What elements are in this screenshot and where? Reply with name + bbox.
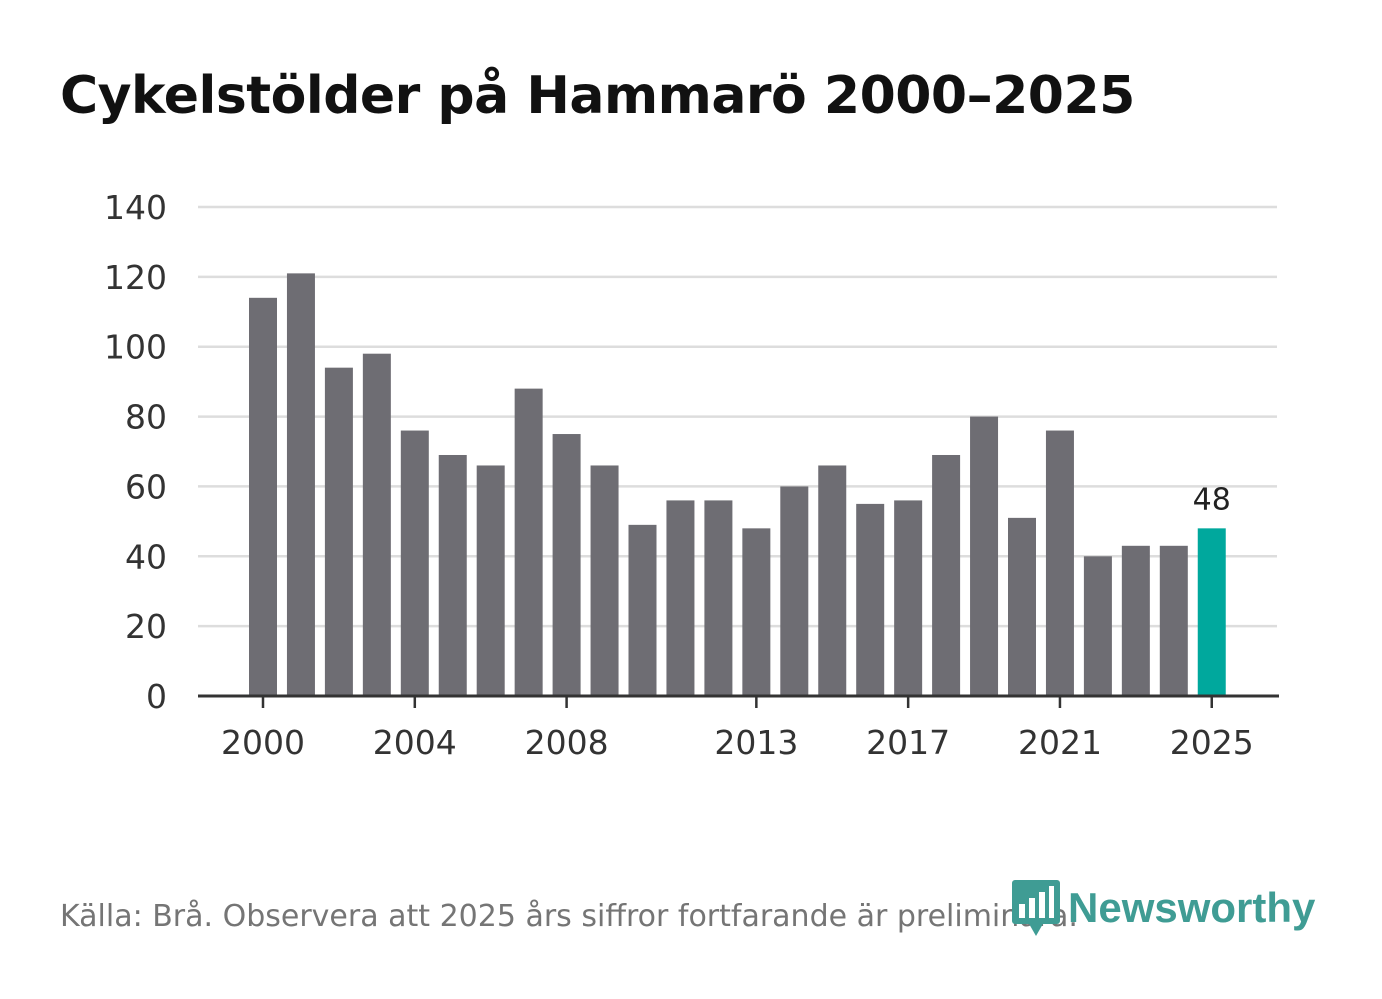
bar-2015 [818,465,847,696]
bar-2006 [476,465,505,696]
y-tick-label: 40 [125,537,167,576]
bar-2017 [894,500,923,696]
bar-2019 [970,416,999,696]
x-tick-label: 2017 [866,723,950,762]
bar-2007 [514,388,543,696]
bar-2003 [362,353,391,696]
bar-chart-speech-bubble-icon [1012,880,1060,936]
bars [249,273,1226,696]
bar-2018 [932,454,961,696]
bar-2009 [590,465,619,696]
bar-2012 [704,500,733,696]
logo-wordmark: Newsworthy [1068,884,1316,931]
bar-2001 [286,273,315,696]
data-labels: 48 [1193,482,1231,517]
x-tick-label: 2025 [1170,723,1254,762]
newsworthy-logo: Newsworthy [1010,878,1315,938]
x-tick-label: 2000 [221,723,305,762]
x-tick-label: 2004 [373,723,457,762]
x-tick-label: 2008 [525,723,609,762]
bar-2023 [1121,545,1150,696]
y-tick-label: 60 [125,467,167,506]
bar-2004 [400,430,429,696]
bar-2011 [666,500,695,696]
bar-2024 [1159,545,1188,696]
y-tick-label: 100 [104,328,167,367]
bar-2008 [552,434,581,696]
y-tick-label: 20 [125,607,167,646]
bar-2025 [1197,528,1226,696]
bar-2000 [249,297,277,696]
y-tick-label: 140 [104,188,167,227]
bar-2021 [1045,430,1074,696]
y-tick-label: 120 [104,258,167,297]
bar-2014 [780,486,809,696]
bar-2022 [1083,556,1112,696]
data-label: 48 [1193,482,1231,517]
x-tick-label: 2013 [714,723,798,762]
bar-2013 [742,528,771,696]
grid-lines [198,205,1277,628]
bar-2010 [628,524,657,696]
y-tick-label: 0 [146,677,167,716]
bar-2005 [438,454,467,696]
source-note: Källa: Brå. Observera att 2025 års siffr… [60,899,1078,934]
bar-2016 [856,503,885,696]
y-tick-label: 80 [125,398,167,437]
bar-2020 [1008,517,1036,696]
bar-2002 [324,367,353,696]
chart-title: Cykelstölder på Hammarö 2000–2025 [60,66,1135,126]
y-axis-tick-labels: 0 20 40 60 80 100 120 140 [104,188,167,716]
x-tick-label: 2021 [1018,723,1102,762]
x-axis-ticks: 2000 2004 2008 2013 2017 2021 2025 [221,696,1254,762]
